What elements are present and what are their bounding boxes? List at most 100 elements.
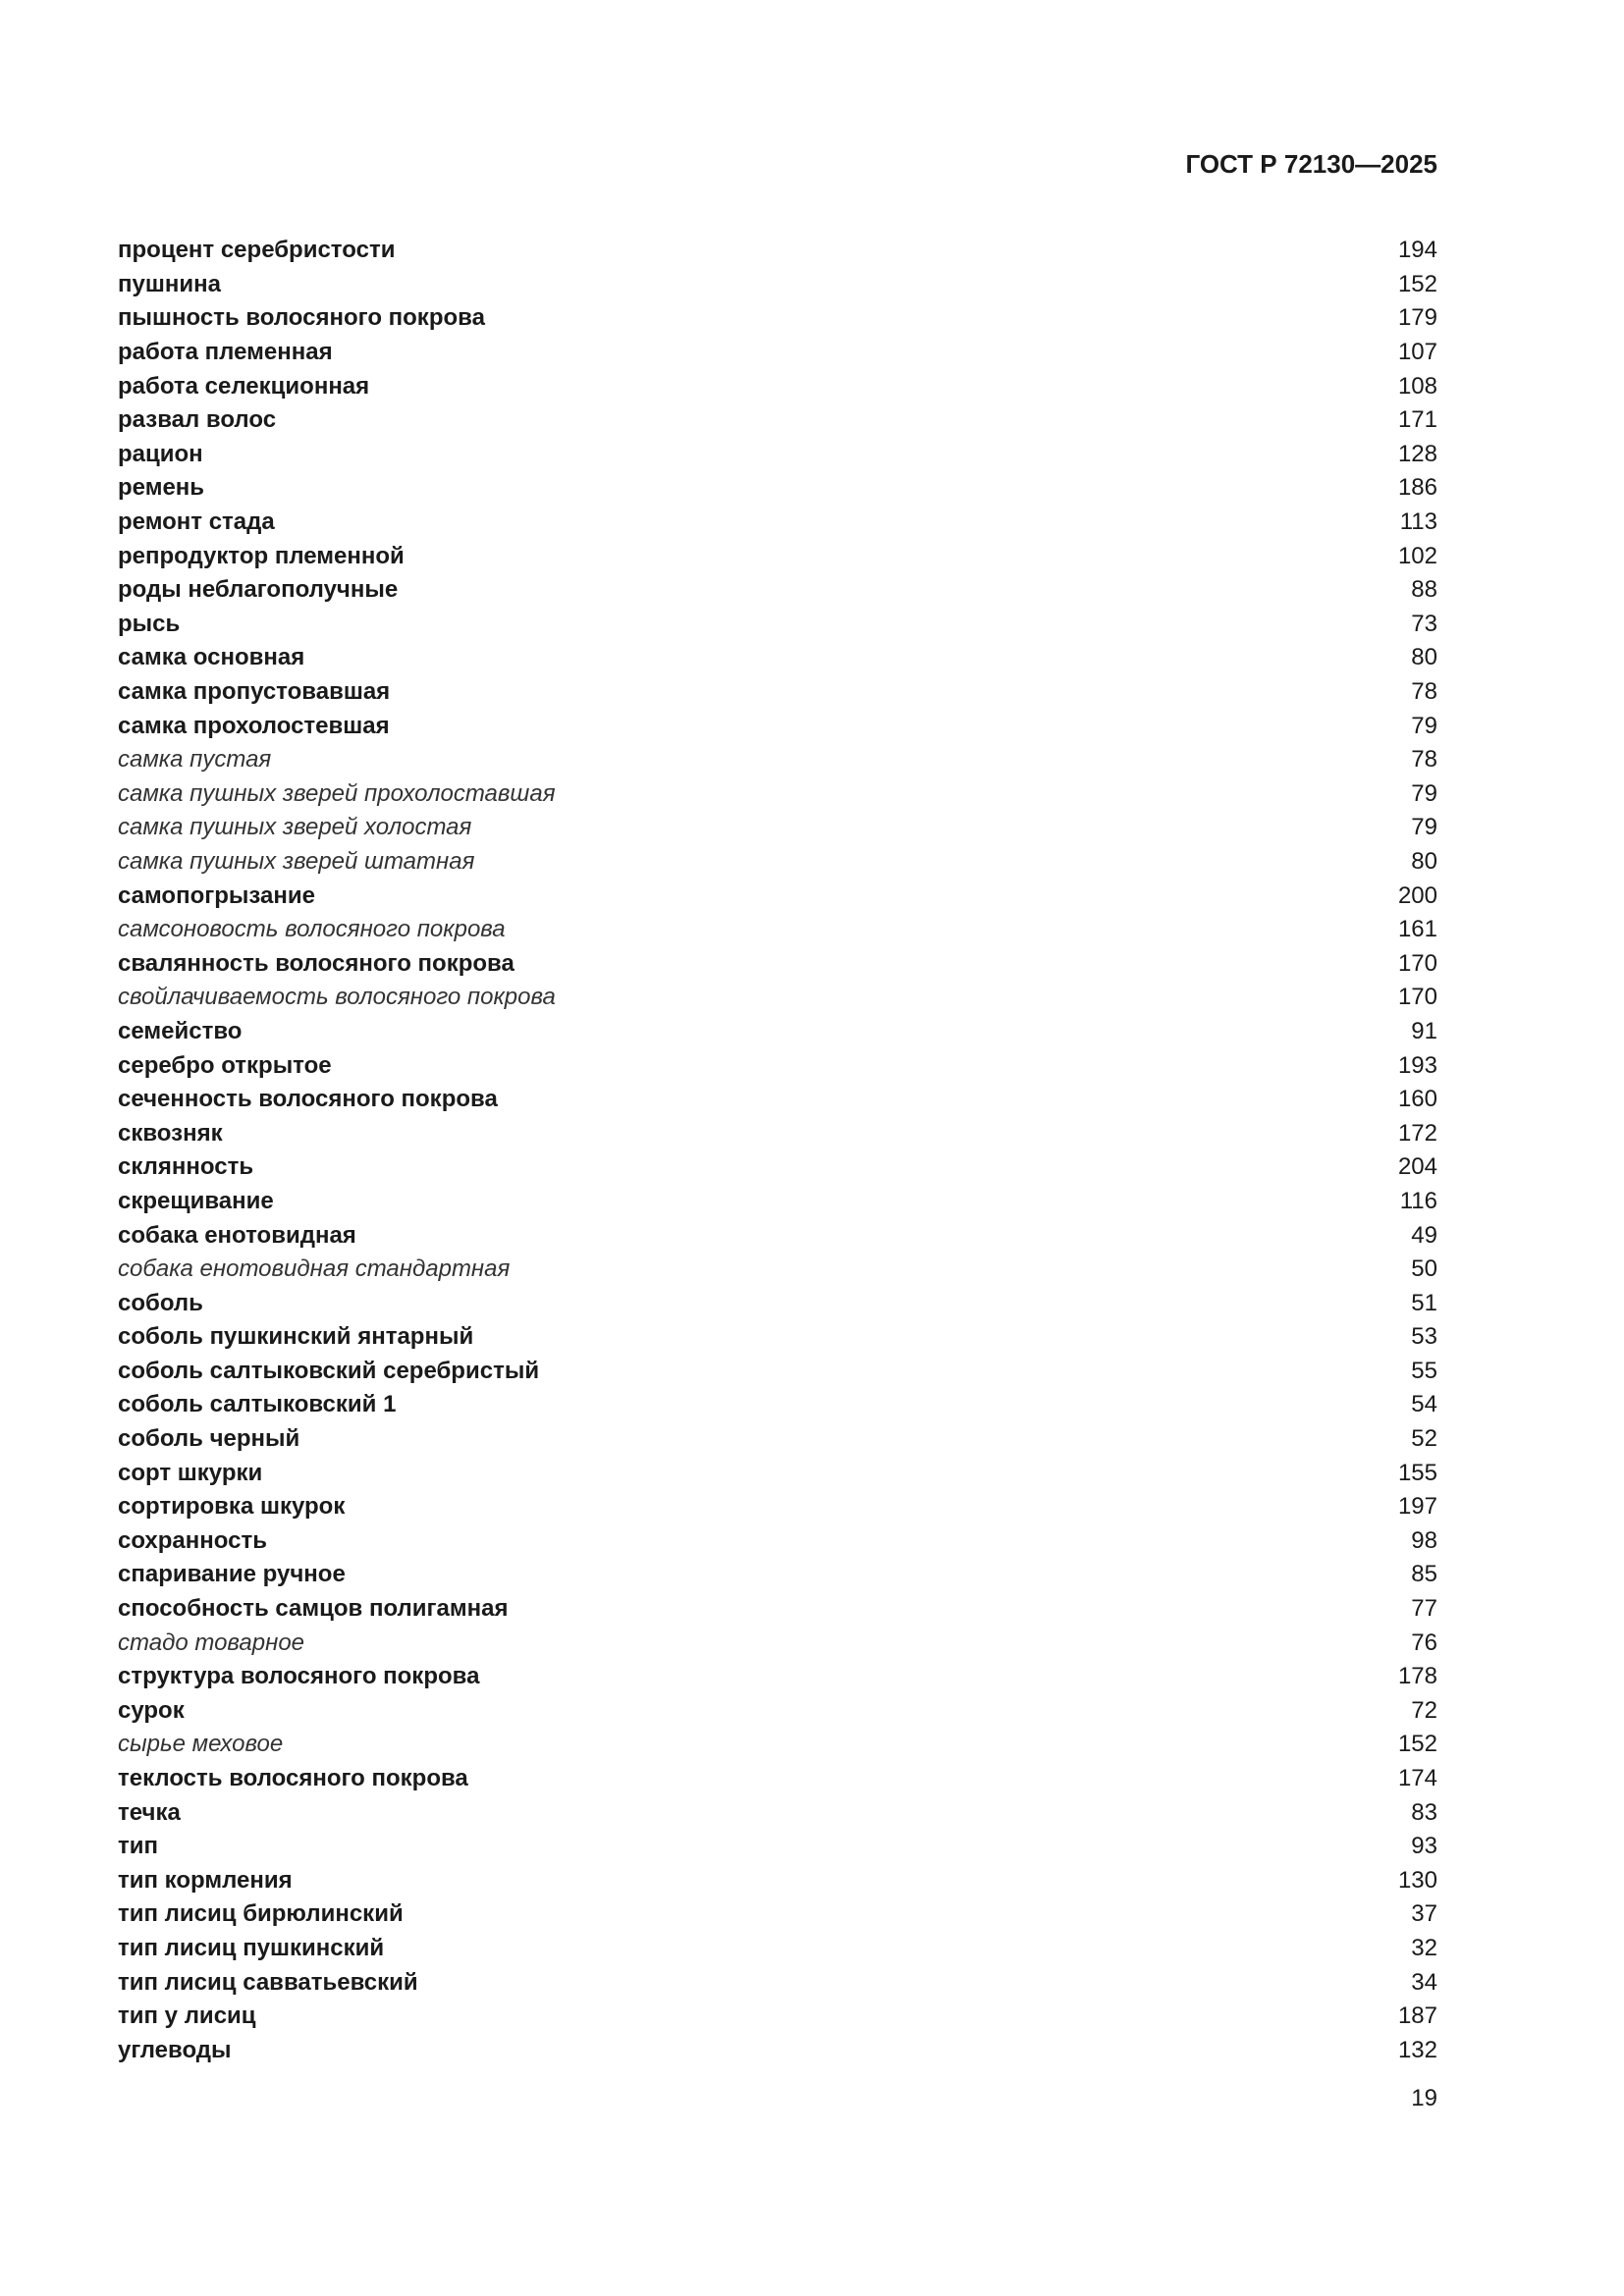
index-entry: соболь салтыковский 1 54 (118, 1388, 1437, 1422)
index-term: течка (118, 1798, 181, 1826)
index-term: стадо товарное (118, 1629, 305, 1656)
index-entry: скрещивание 116 (118, 1185, 1437, 1219)
index-entry: семейство 91 (118, 1015, 1437, 1049)
index-page-ref: 152 (1397, 1731, 1437, 1758)
index-entry: течка 83 (118, 1795, 1437, 1830)
index-page-ref: 49 (1411, 1221, 1437, 1249)
index-entry: собака енотовидная 49 (118, 1218, 1437, 1253)
index-page-ref: 108 (1397, 372, 1437, 400)
index-entry: процент серебристости 194 (118, 234, 1437, 268)
index-term: развал волос (118, 406, 277, 434)
index-page-ref: 52 (1411, 1425, 1437, 1453)
index-term: собака енотовидная (118, 1221, 356, 1249)
index-entry: самка основная 80 (118, 641, 1437, 675)
index-term: соболь пушкинский янтарный (118, 1323, 474, 1351)
index-entry: собака енотовидная стандартная 50 (118, 1253, 1437, 1287)
index-term: самка пушных зверей штатная (118, 847, 475, 875)
index-entry: ремонт стада 113 (118, 506, 1437, 540)
index-page-ref: 179 (1397, 304, 1437, 332)
index-page-ref: 152 (1397, 270, 1437, 297)
index-entry: углеводы 132 (118, 2033, 1437, 2067)
index-term: сеченность волосяного покрова (118, 1086, 498, 1113)
index-page-ref: 85 (1411, 1561, 1437, 1588)
index-term: соболь салтыковский 1 (118, 1391, 397, 1418)
index-page-ref: 79 (1411, 779, 1437, 807)
index-term: тип лисиц пушкинский (118, 1934, 385, 1961)
index-term: роды неблагополучные (118, 576, 399, 604)
index-page-ref: 51 (1411, 1289, 1437, 1316)
index-term: тип кормления (118, 1866, 293, 1894)
index-term: работа племенная (118, 339, 333, 366)
index-term: самка пушных зверей холостая (118, 814, 472, 841)
index-term: рацион (118, 440, 203, 467)
index-page-ref: 155 (1397, 1459, 1437, 1486)
index-term: рысь (118, 610, 181, 637)
index-term: сырье меховое (118, 1731, 284, 1758)
index-term: собака енотовидная стандартная (118, 1255, 511, 1283)
index-entry: ремень 186 (118, 471, 1437, 506)
index-term: тип лисиц бирюлинский (118, 1900, 404, 1928)
index-page-ref: 161 (1397, 916, 1437, 943)
index-term: сортировка шкурок (118, 1493, 346, 1521)
index-entry: теклость волосяного покрова 174 (118, 1762, 1437, 1796)
index-term: самка пропустовавшая (118, 678, 391, 706)
index-term: тип (118, 1833, 159, 1860)
index-entry: серебро открытое 193 (118, 1048, 1437, 1083)
index-term: сурок (118, 1696, 185, 1724)
index-page-ref: 76 (1411, 1629, 1437, 1656)
index-term: серебро открытое (118, 1051, 332, 1079)
index-page-ref: 98 (1411, 1526, 1437, 1554)
index-entry: сквозняк 172 (118, 1116, 1437, 1150)
index-entry: рацион 128 (118, 438, 1437, 472)
index-entry: самка пушных зверей штатная 80 (118, 845, 1437, 880)
index-entry: тип у лисиц 187 (118, 2000, 1437, 2034)
index-entry: свалянность волосяного покрова 170 (118, 946, 1437, 981)
index-entry: работа селекционная 108 (118, 369, 1437, 403)
index-page-ref: 172 (1397, 1119, 1437, 1147)
index-entry: самка пушных зверей прохолоставшая 79 (118, 777, 1437, 812)
index-entry: репродуктор племенной 102 (118, 539, 1437, 573)
index-term: соболь (118, 1289, 203, 1316)
page-number: 19 (1411, 2085, 1437, 2111)
index-page-ref: 193 (1397, 1051, 1437, 1079)
index-page-ref: 53 (1411, 1323, 1437, 1351)
index-page-ref: 128 (1397, 440, 1437, 467)
index-entry: свойлачиваемость волосяного покрова 170 (118, 981, 1437, 1015)
index-page-ref: 116 (1399, 1187, 1437, 1214)
index-term: сохранность (118, 1526, 267, 1554)
index-page-ref: 54 (1411, 1391, 1437, 1418)
index-page-ref: 77 (1411, 1595, 1437, 1623)
index-page-ref: 83 (1411, 1798, 1437, 1826)
index-entry: работа племенная 107 (118, 336, 1437, 370)
index-entry: сеченность волосяного покрова 160 (118, 1083, 1437, 1117)
index-term: сквозняк (118, 1119, 223, 1147)
index-page-ref: 91 (1411, 1017, 1437, 1044)
index-term: тип лисиц савватьевский (118, 1968, 418, 1996)
index-entry: сохранность 98 (118, 1524, 1437, 1559)
index-entry: тип кормления 130 (118, 1864, 1437, 1898)
index-page-ref: 80 (1411, 847, 1437, 875)
index-entry: рысь 73 (118, 608, 1437, 642)
index-page-ref: 200 (1397, 881, 1437, 909)
index-page-ref: 132 (1397, 2036, 1437, 2063)
index-entry: соболь черный 52 (118, 1422, 1437, 1457)
index-page-ref: 80 (1411, 644, 1437, 671)
index-entry: склянность 204 (118, 1150, 1437, 1185)
index-term: пушнина (118, 270, 221, 297)
index-page-ref: 170 (1397, 949, 1437, 977)
index-page-ref: 113 (1399, 508, 1437, 536)
index-page-ref: 50 (1411, 1255, 1437, 1283)
index-term: процент серебристости (118, 237, 396, 264)
index-entry: сурок 72 (118, 1694, 1437, 1729)
index-page-ref: 197 (1397, 1493, 1437, 1521)
index-term: самка пушных зверей прохолоставшая (118, 779, 556, 807)
index-page-ref: 107 (1397, 339, 1437, 366)
index-entry: соболь салтыковский серебристый 55 (118, 1355, 1437, 1389)
index-entry: самка прохолостевшая 79 (118, 709, 1437, 743)
index-page-ref: 171 (1397, 406, 1437, 434)
index-term: сорт шкурки (118, 1459, 263, 1486)
index-entry: соболь пушкинский янтарный 53 (118, 1320, 1437, 1355)
index-page-ref: 194 (1397, 237, 1437, 264)
index-list: процент серебристости 194 пушнина 152 пышнос… (118, 234, 1437, 2067)
index-page-ref: 160 (1397, 1086, 1437, 1113)
